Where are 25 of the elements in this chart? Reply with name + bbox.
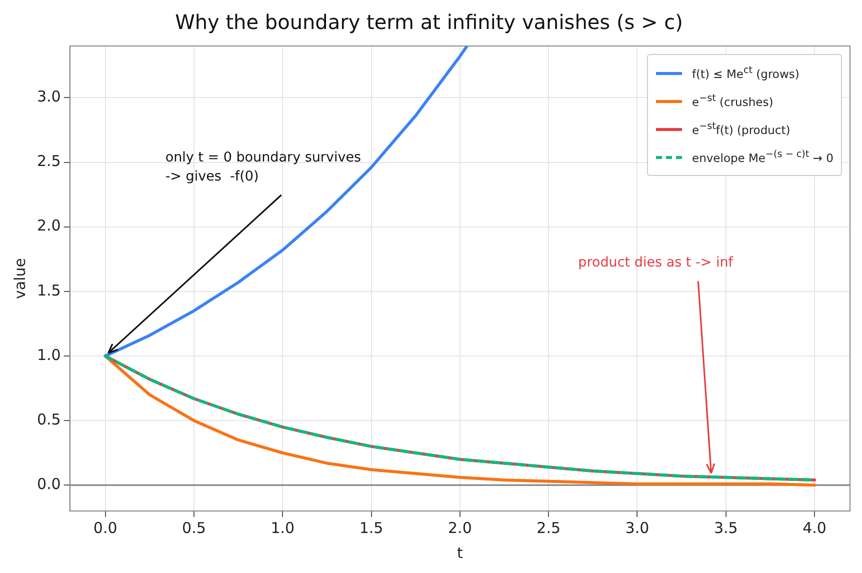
y-tick-label: 2.5 bbox=[36, 152, 61, 170]
y-tick-label: 1.0 bbox=[36, 346, 61, 364]
x-tick-label: 2.5 bbox=[536, 518, 561, 537]
legend-label: e$^{−st}$f(t) (product) bbox=[692, 121, 790, 137]
legend-label: f(t) ≤ Me$^{ct}$ (grows) bbox=[692, 65, 800, 81]
legend-label: envelope Me$^{−(s − c)t}$ → 0 bbox=[692, 149, 834, 165]
x-tick-label: 0.5 bbox=[182, 518, 206, 537]
x-tick-label: 1.0 bbox=[270, 518, 295, 537]
x-tick-label: 1.5 bbox=[359, 518, 384, 537]
x-tick-label: 0.0 bbox=[93, 518, 118, 537]
legend-label: e$^{−st}$ (crushes) bbox=[692, 93, 774, 109]
annotation: only t = 0 boundary survives -> gives -f(0) bbox=[165, 149, 362, 184]
y-axis-title: value bbox=[10, 258, 29, 299]
y-tick-label: 0.0 bbox=[36, 475, 61, 494]
x-tick-label: 3.0 bbox=[625, 518, 650, 537]
y-tick-label: 1.5 bbox=[36, 281, 61, 300]
x-axis-title: t bbox=[456, 544, 463, 562]
annotation: product dies as t -> inf bbox=[578, 254, 734, 270]
y-tick-label: 0.5 bbox=[36, 410, 61, 428]
y-tick-label: 3.0 bbox=[36, 88, 61, 106]
x-tick-label: 2.0 bbox=[448, 518, 472, 537]
x-tick-label: 4.0 bbox=[802, 518, 826, 537]
x-tick-label: 3.5 bbox=[714, 518, 738, 537]
chart-title: Why the boundary term at infinity vanishes (s > c) bbox=[175, 10, 683, 34]
y-tick-label: 2.0 bbox=[36, 216, 61, 235]
